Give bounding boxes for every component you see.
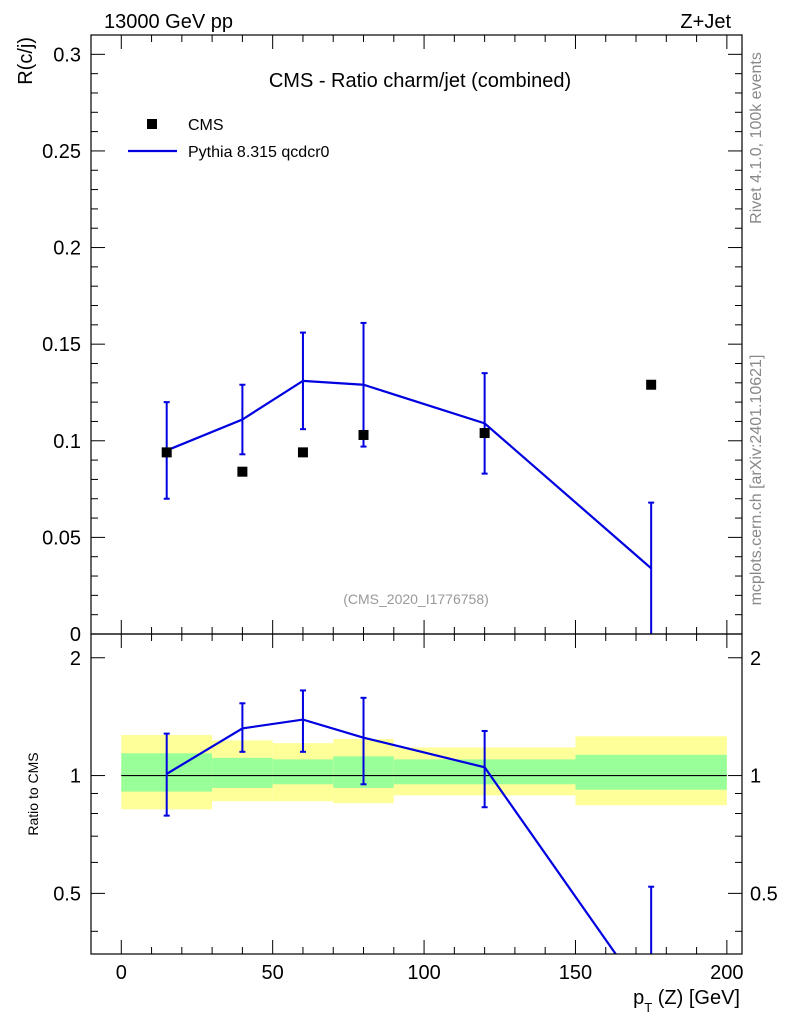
ratio-axes: 0.5 0.5 1 1 2 2 0 50 100 150 200 [53,634,778,984]
mcplots-url-label: mcplots.cern.ch [arXiv:2401.10621] [748,355,765,606]
ratio-y-tick-label-right: 0.5 [750,883,778,905]
x-axis-label-rest: (Z) [GeV] [652,987,740,1009]
ratio-y-axis-label: Ratio to CMS [25,752,41,835]
analysis-id-watermark: (CMS_2020_I1776758) [343,591,489,607]
main-y-tick-label: 0.25 [42,141,81,163]
cms-data-point [646,379,657,390]
cms-data-point [161,447,172,458]
mc-series-line [166,379,652,570]
cms-data-point [237,466,248,477]
main-plot-content [161,321,657,634]
main-y-tick-label: 0.05 [42,527,81,549]
x-tick-label: 200 [710,962,743,984]
ratio-y-tick-label-left: 0.5 [53,883,81,905]
cms-data-point [479,428,490,439]
main-y-axis-label: R(c/j) [15,37,37,85]
ratio-band-inner [272,759,334,785]
x-tick-label: 100 [407,962,440,984]
ratio-panel: 0.5 0.5 1 1 2 2 0 50 100 150 200 Ratio to CMS [25,633,778,984]
legend-cms-label: CMS [188,117,224,134]
x-axis-label-subscript: T [644,1000,652,1015]
ratio-band-inner [212,757,273,788]
main-title: CMS - Ratio charm/jet (combined) [269,70,571,92]
ratio-y-tick-label-left: 1 [70,766,81,788]
main-y-tick-label: 0.1 [53,431,81,453]
x-tick-label: 50 [262,962,284,984]
ratio-series-line [166,718,618,954]
ratio-y-tick-label-right: 1 [750,766,761,788]
header-process-label: Z+Jet [680,11,731,33]
ratio-y-tick-label-left: 2 [70,648,81,670]
legend-pythia-label: Pythia 8.315 qcdcr0 [188,144,330,161]
legend: CMS Pythia 8.315 qcdcr0 [128,117,330,161]
cms-data-point [297,447,308,458]
main-y-tick-label: 0.2 [53,238,81,260]
ratio-y-tick-label-right: 2 [750,648,761,670]
x-tick-label: 0 [116,962,127,984]
main-y-tick-label: 0.3 [53,44,81,66]
ratio-plot-content [121,689,727,954]
legend-cms-marker [147,119,157,129]
main-axes: 0 0.05 0.1 0.15 0.2 0.25 0.3 [42,34,742,646]
main-y-tick-label: 0.15 [42,334,81,356]
rivet-version-label: Rivet 4.1.0, 100k events [748,52,765,224]
x-tick-label: 150 [559,962,592,984]
header-energy-label: 13000 GeV pp [104,11,233,33]
cms-data-point [358,429,369,440]
main-panel: 0 0.05 0.1 0.15 0.2 0.25 0.3 CMS - Ratio charm… [15,34,743,646]
x-axis-label: pT (Z) [GeV] [633,987,740,1015]
ratio-panel-frame [90,633,743,955]
main-y-tick-label: 0 [70,624,81,646]
ratio-band-inner [575,754,727,790]
